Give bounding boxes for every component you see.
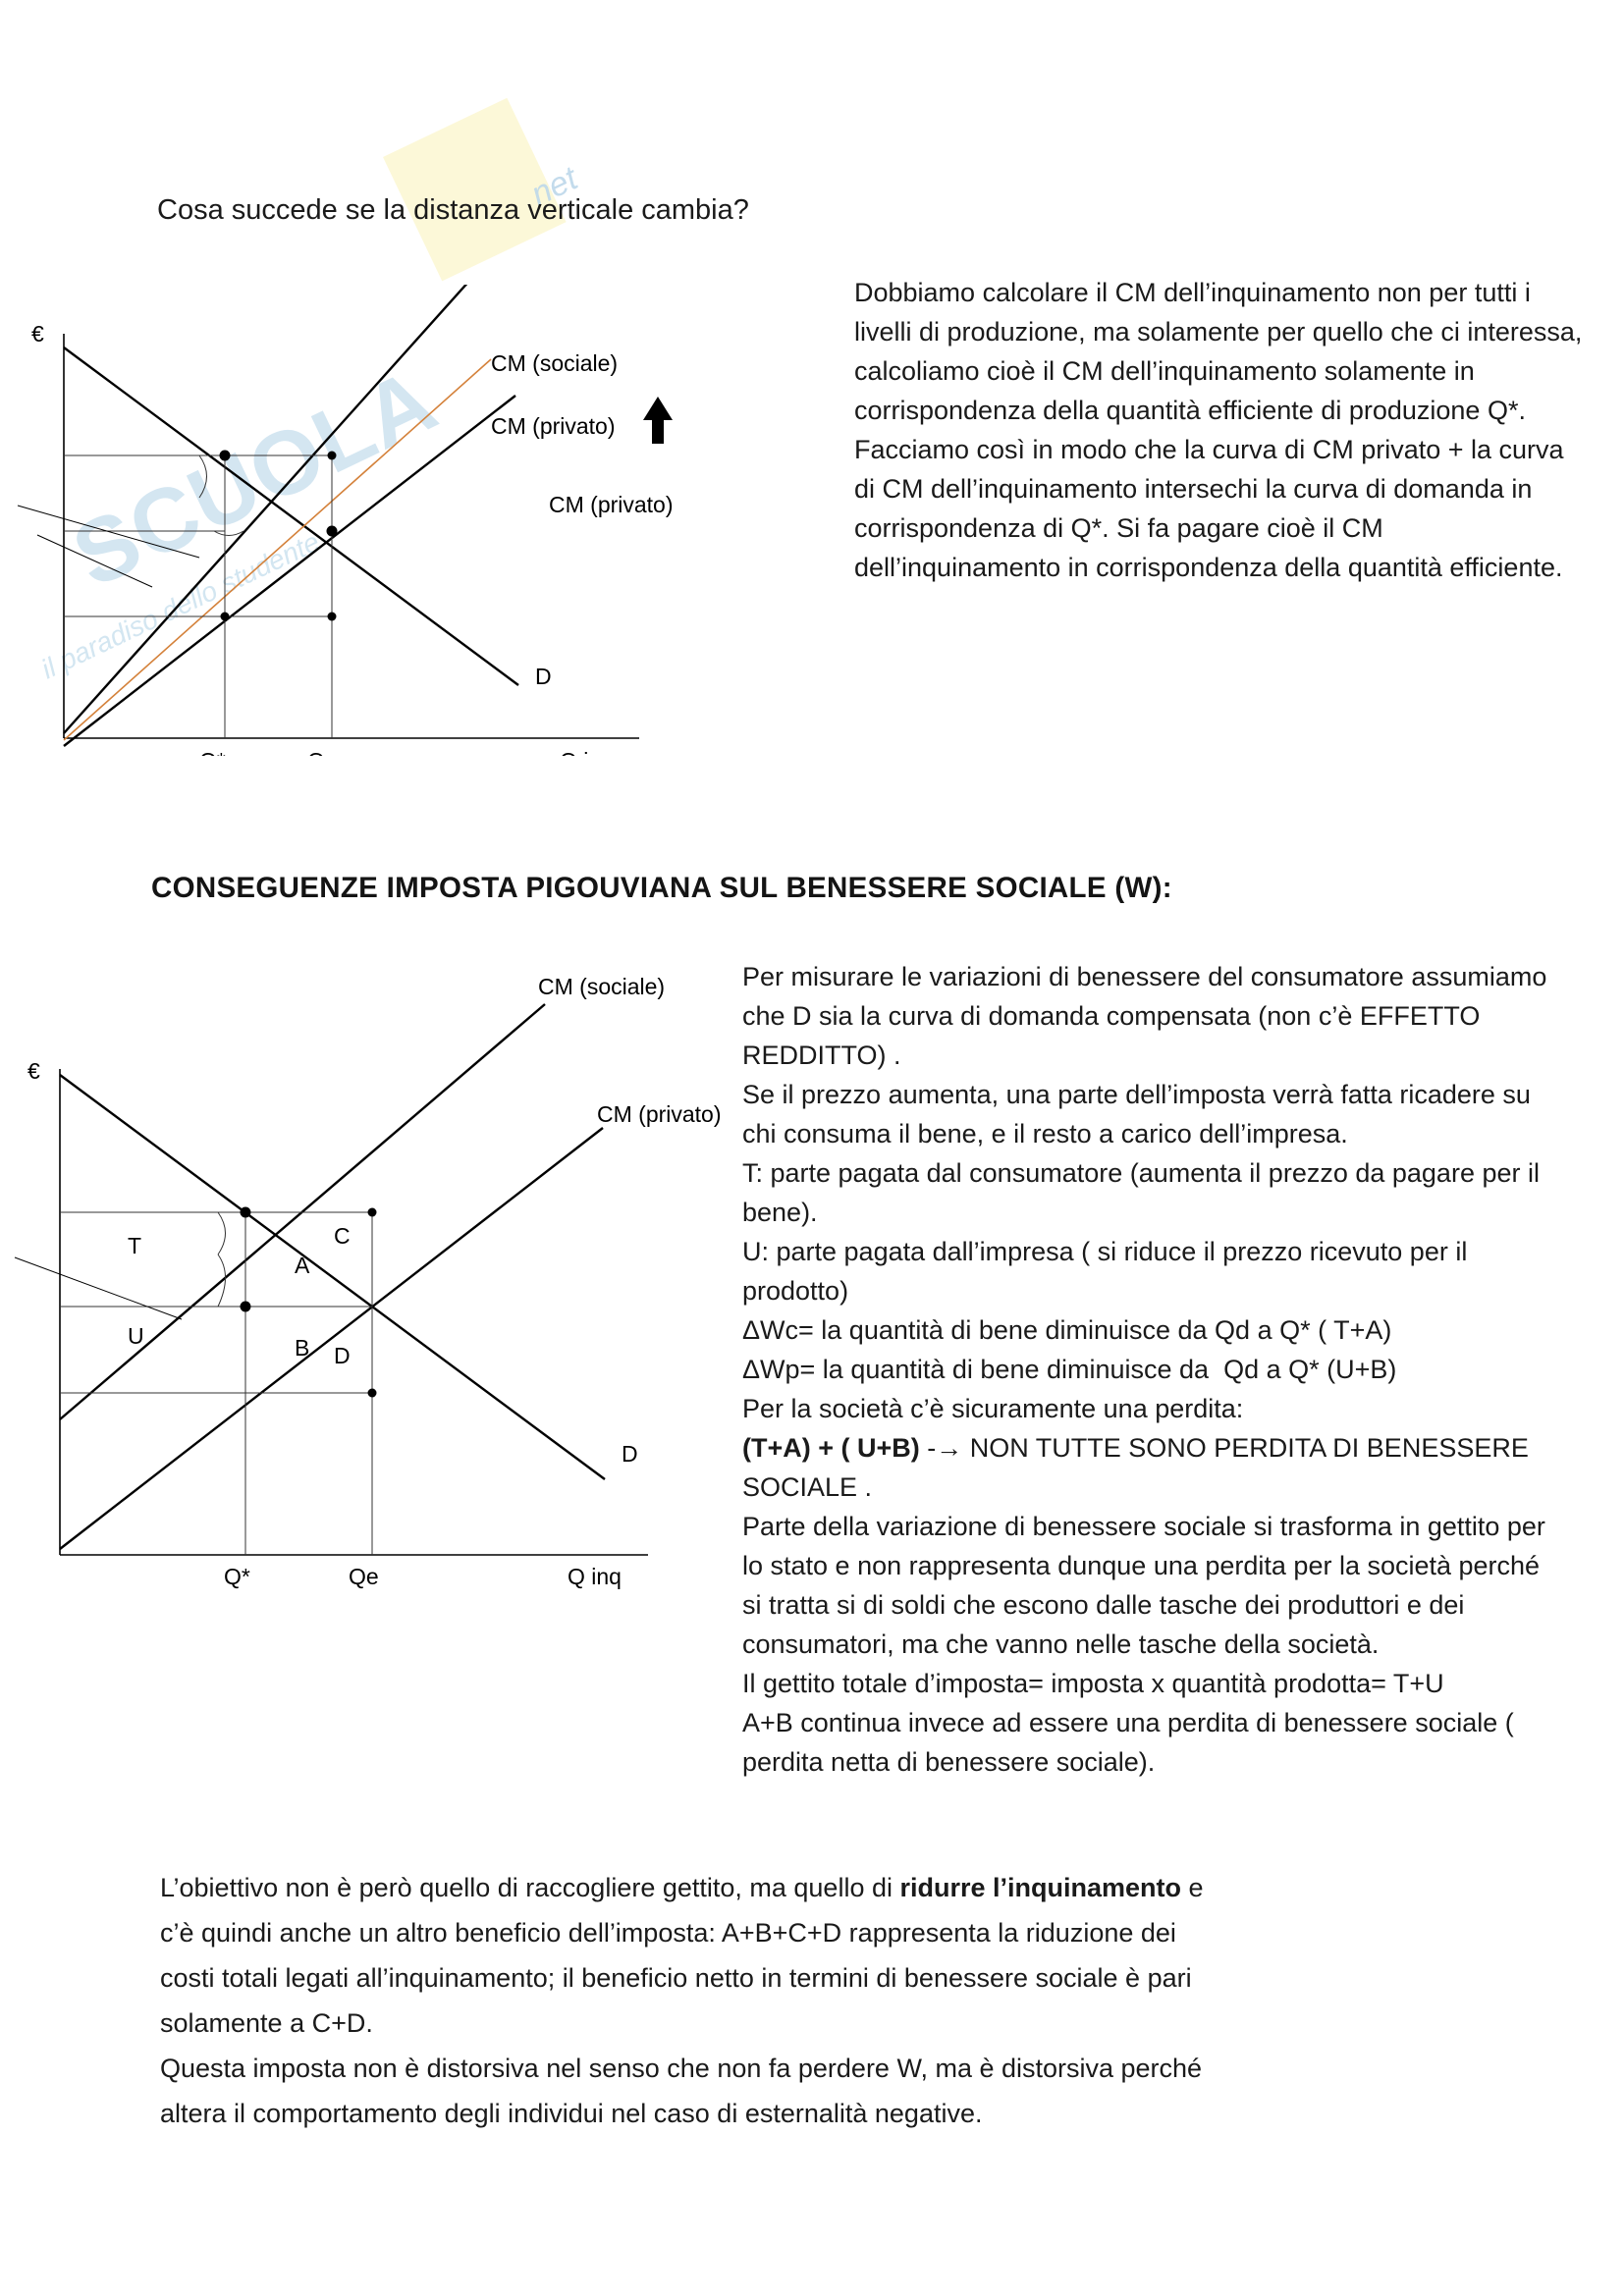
svg-text:CM (sociale): CM (sociale): [538, 974, 665, 999]
svg-text:D: D: [535, 664, 552, 689]
svg-text:Qe: Qe: [349, 1564, 379, 1589]
svg-text:€: €: [31, 321, 44, 347]
svg-text:Qe: Qe: [307, 748, 338, 756]
svg-text:CM (sociale): CM (sociale): [491, 350, 618, 376]
svg-text:Q inq: Q inq: [560, 748, 614, 756]
svg-text:U: U: [128, 1323, 144, 1349]
svg-text:Q*: Q*: [199, 748, 226, 756]
svg-text:CM (privato): CM (privato): [597, 1101, 722, 1127]
svg-text:D: D: [334, 1343, 351, 1368]
svg-text:C: C: [334, 1223, 351, 1249]
svg-text:CM (privato): CM (privato): [491, 413, 616, 439]
svg-text:T: T: [128, 1233, 141, 1258]
svg-text:CM (privato): CM (privato): [549, 492, 674, 517]
svg-text:€: €: [27, 1058, 40, 1084]
svg-text:A: A: [295, 1253, 310, 1278]
svg-text:Q*: Q*: [224, 1564, 250, 1589]
svg-text:B: B: [295, 1335, 309, 1361]
svg-text:Q inq: Q inq: [568, 1564, 622, 1589]
svg-text:D: D: [622, 1441, 638, 1467]
